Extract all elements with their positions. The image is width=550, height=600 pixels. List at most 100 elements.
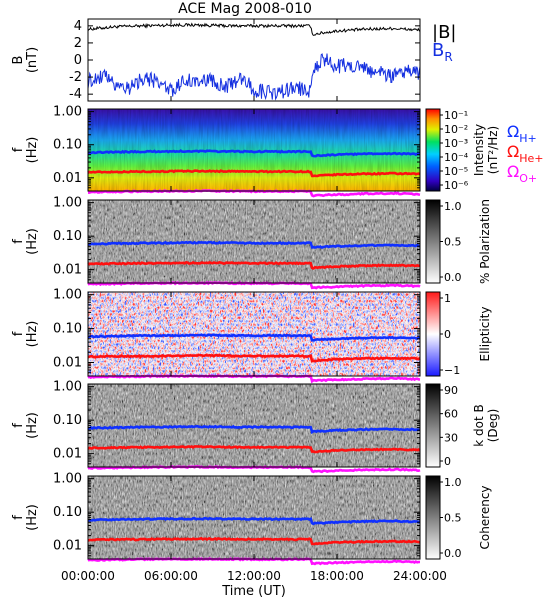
colorbar-label: % Polarization (478, 199, 492, 284)
colorbar-label-line2: (Deg) (486, 409, 500, 443)
colorbar-tick-label: 1 (444, 292, 451, 305)
curve-omega_Heplus (87, 260, 421, 270)
y-axis-label: B (nT) (11, 47, 40, 73)
colorbar (425, 291, 441, 377)
x-tick-label: 18:00:00 (310, 569, 364, 583)
colorbar-tick-label: 30 (444, 431, 458, 444)
colorbar-label: Coherency (478, 485, 492, 549)
spectrogram-texture (88, 109, 420, 191)
colorbar (425, 108, 441, 192)
colorbar-tick-label: 90 (444, 384, 458, 397)
y-tick-label: 1.00 (53, 288, 82, 303)
x-tick-label: 06:00:00 (144, 569, 198, 583)
colorbar-tick-label: −1 (444, 364, 460, 377)
spectrogram-texture (88, 292, 420, 376)
curve-omega_Heplus (87, 169, 421, 178)
y-tick-label: 0.10 (53, 322, 82, 337)
y-axis-label: f (Hz) (11, 228, 40, 255)
y-tick-label: 0.10 (53, 505, 82, 520)
y-axis-label-line1: f (11, 147, 26, 152)
colorbar-label-line1: Intensity (472, 124, 486, 176)
y-axis-label-line2: (Hz) (25, 137, 40, 164)
colorbar-label: Ellipticity (478, 307, 492, 362)
colorbar-label: Intensity (nT²/Hz) (472, 124, 500, 176)
x-axis-label: Time (UT) (221, 584, 286, 599)
colorbar-label-line1: k dot B (472, 404, 486, 446)
y-axis-label: f (Hz) (11, 321, 40, 348)
y-axis-label-line1: f (11, 515, 26, 520)
colorbar (425, 199, 441, 284)
x-tick-label: 00:00:00 (61, 569, 115, 583)
curve-omega_Hplus (87, 333, 421, 342)
y-axis-label: f (Hz) (11, 412, 40, 439)
curve-omega_Heplus (87, 536, 421, 546)
y-tick-label: 0.01 (53, 356, 82, 371)
colorbar-label: k dot B (Deg) (472, 404, 500, 446)
y-tick-label: 4 (74, 19, 82, 34)
y-tick-label: 1.00 (53, 380, 82, 395)
y-axis-label-line2: (Hz) (25, 228, 40, 255)
spectrogram-texture (88, 476, 420, 559)
legend-omega_Oplus: ΩO+ (507, 162, 537, 185)
colorbar-tick-label: 0.5 (444, 236, 462, 249)
y-tick-label: 1.00 (53, 472, 82, 487)
y-axis-label-line1: f (11, 331, 26, 336)
y-tick-label: -2 (69, 70, 82, 85)
colorbar (425, 383, 441, 468)
y-axis-label: f (Hz) (11, 504, 40, 531)
colorbar-tick-label: 0 (444, 328, 451, 341)
y-axis-label-line1: f (11, 423, 26, 428)
spectrogram-texture (88, 200, 420, 283)
colorbar-tick-label: 10⁻¹ (444, 109, 468, 122)
series-B_total (87, 22, 421, 36)
y-tick-label: 0.01 (53, 447, 82, 462)
y-tick-label: 0.01 (53, 539, 82, 554)
colorbar-tick-label: 1.0 (444, 476, 462, 489)
y-axis-label: f (Hz) (11, 137, 40, 164)
curve-omega_Hplus (87, 516, 421, 526)
colorbar-tick-label: 0 (444, 455, 451, 468)
panel-coherency: f (Hz) 1.00 0.10 0.01 1.0 0.5 0.0 Coherency (11, 472, 492, 566)
colorbar-tick-label: 10⁻⁴ (444, 151, 469, 164)
curve-omega_Heplus (87, 445, 421, 454)
colorbar-tick-label: 1.0 (444, 200, 462, 213)
curve-omega_Hplus (87, 240, 421, 250)
y-axis-label-line2: (Hz) (25, 321, 40, 348)
x-tick-label: 12:00:00 (227, 569, 281, 583)
colorbar-tick-label: 0.0 (444, 547, 462, 560)
plot-area (88, 19, 420, 101)
colorbar-tick-label: 0.5 (444, 512, 462, 525)
legend-B-total: |B| (432, 22, 456, 43)
panel-polarization: f (Hz) 1.00 0.10 0.01 1.0 0.5 0.0 % Polarization (11, 196, 492, 290)
colorbar (425, 475, 441, 560)
panel-k-dot-b: f (Hz) 1.00 0.10 0.01 90 60 30 0 k dot B (Deg) (11, 380, 500, 474)
y-axis-label-line2: (Hz) (25, 412, 40, 439)
colorbar-label-line1: Ellipticity (478, 307, 492, 362)
figure-title: ACE Mag 2008-010 (178, 1, 312, 17)
y-tick-label: 0.10 (53, 413, 82, 428)
y-tick-label: -4 (69, 87, 82, 102)
colorbar-tick-label: 10⁻³ (444, 137, 468, 150)
curve-omega_Hplus (87, 424, 420, 435)
y-tick-label: 1.00 (53, 196, 82, 211)
legend-B-R: BR (432, 40, 453, 64)
y-tick-label: 1.00 (53, 105, 82, 120)
legend-omega_Heplus: ΩHe+ (507, 142, 544, 165)
y-tick-label: 0.10 (53, 138, 82, 153)
panel-ellipticity: f (Hz) 1.00 0.10 0.01 1 0 −1 Ellipticity (11, 288, 492, 384)
y-tick-label: 0.01 (53, 171, 82, 186)
curve-omega_Hplus (87, 149, 421, 158)
colorbar-label-line1: Coherency (478, 485, 492, 549)
colorbar-tick-label: 10⁻² (444, 123, 468, 136)
colorbar-label-line2: (nT²/Hz) (486, 126, 500, 174)
panel-intensity: f (Hz) 1.00 0.10 0.01 10⁻¹10⁻²10⁻³10⁻⁴10⁻⁵10⁻… (11, 105, 544, 198)
x-tick-label: 24:00:00 (393, 569, 447, 583)
y-tick-label: 0 (74, 53, 82, 68)
curve-omega_Heplus (87, 353, 421, 363)
y-tick-label: 0.01 (53, 263, 82, 278)
legend-omega_Hplus: ΩH+ (507, 122, 537, 145)
y-axis-label-line2: (nT) (25, 47, 40, 73)
colorbar-tick-label: 0.0 (444, 271, 462, 284)
y-tick-label: 0.10 (53, 229, 82, 244)
